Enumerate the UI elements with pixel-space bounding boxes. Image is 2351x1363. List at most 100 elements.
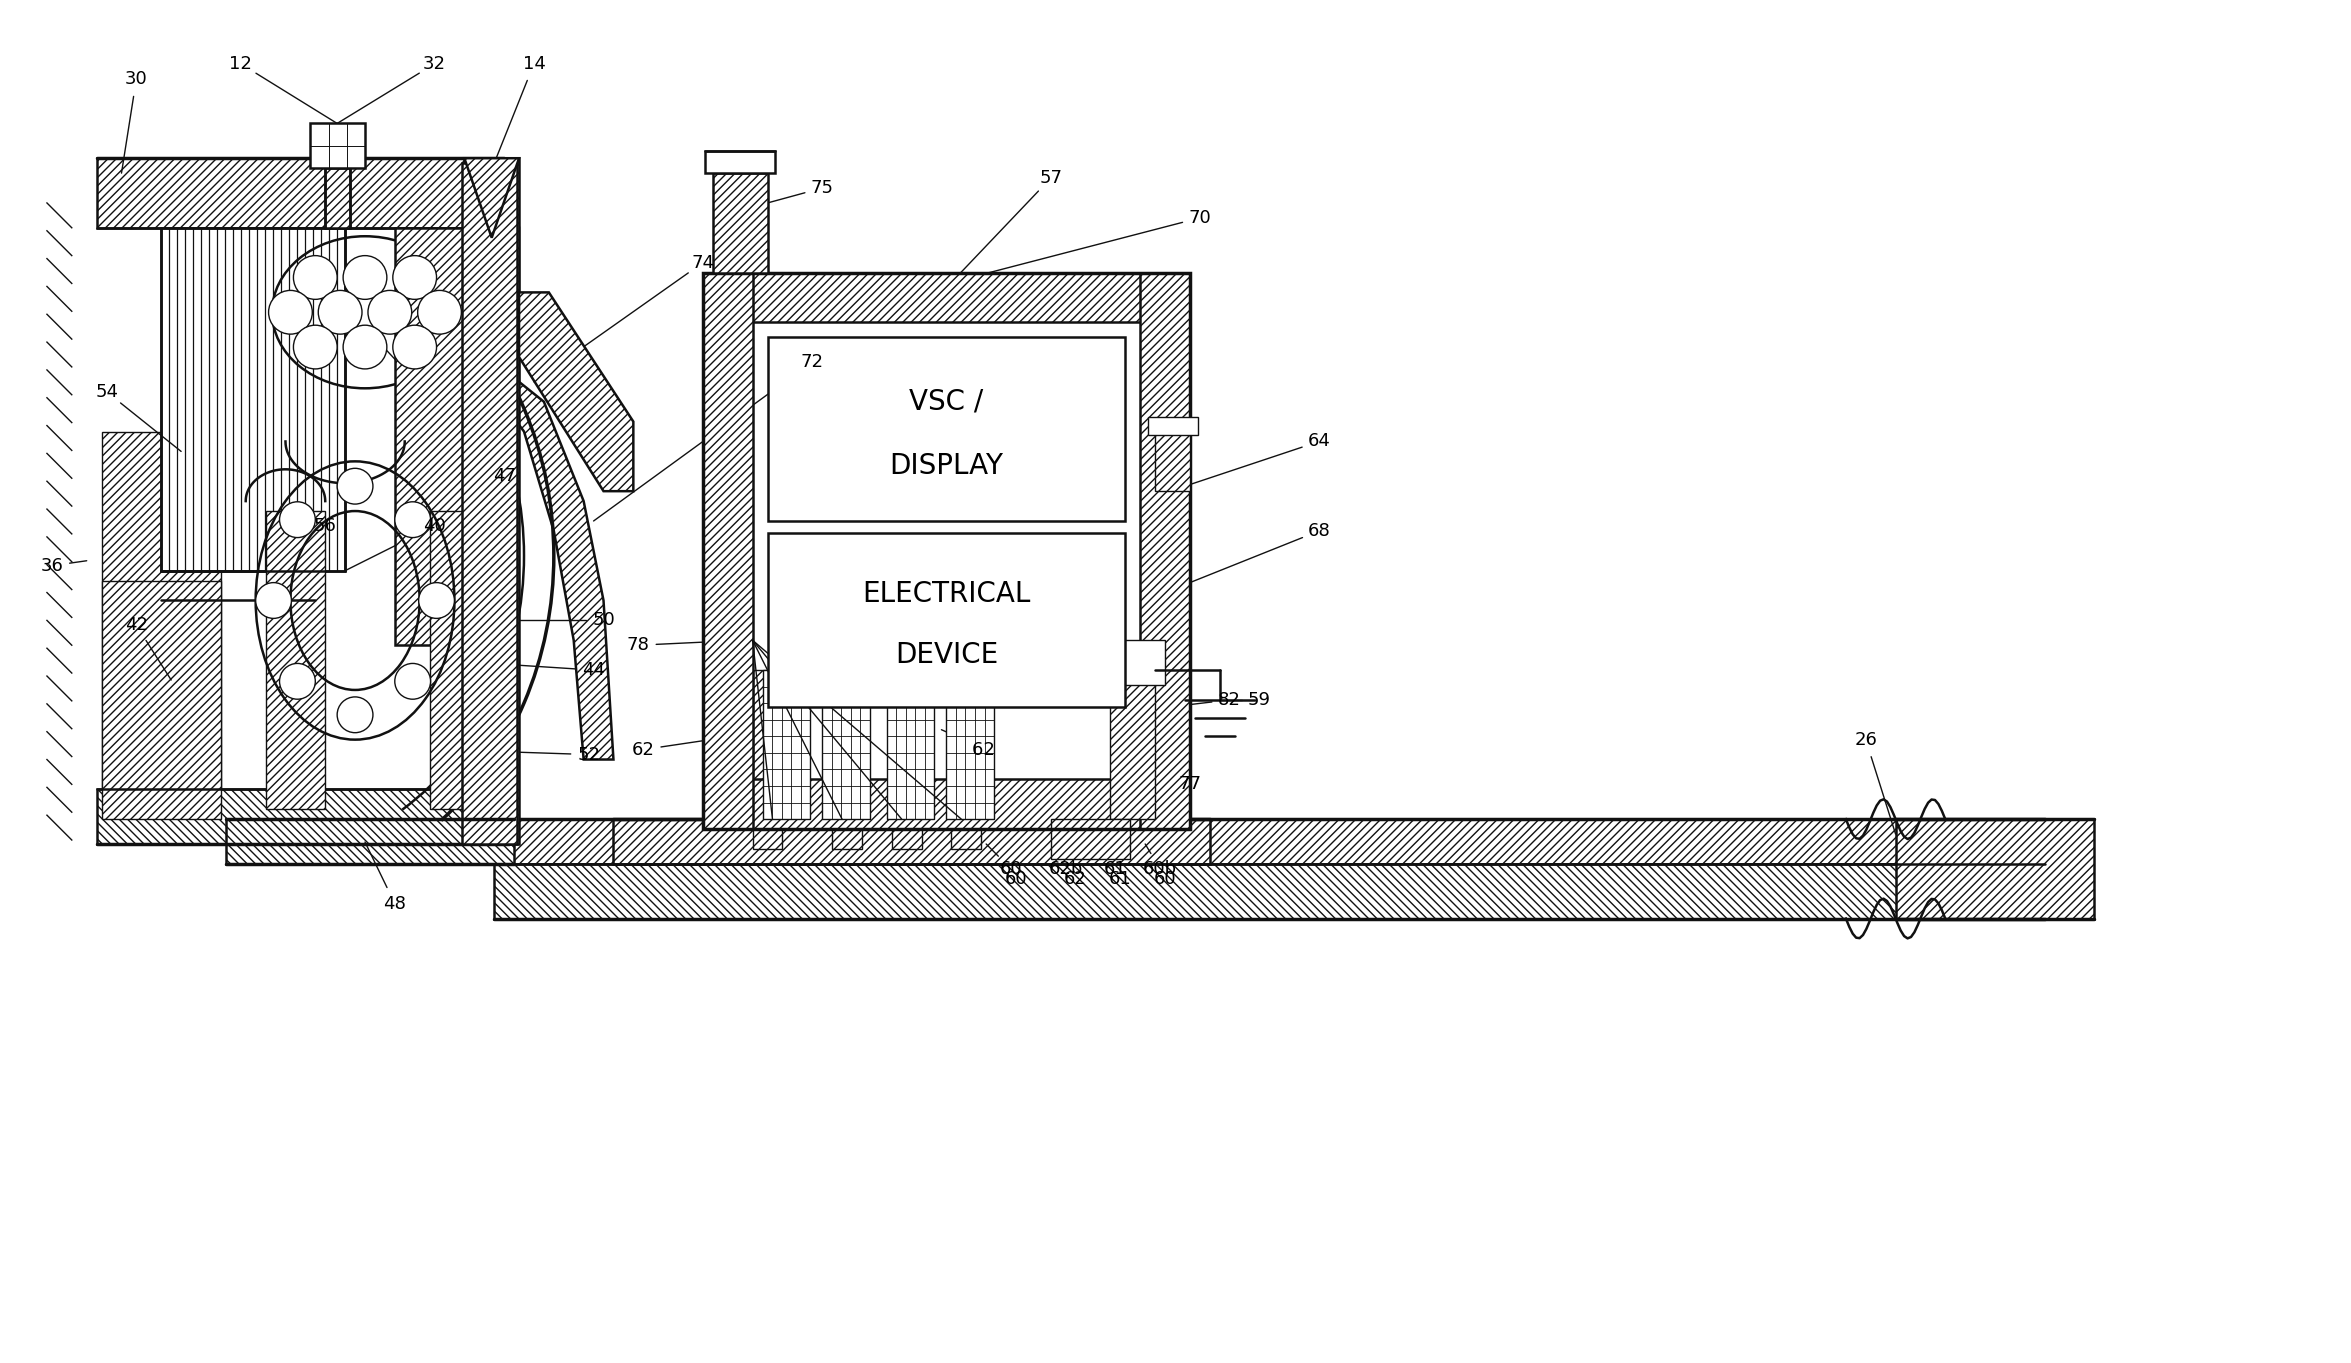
- Text: 42: 42: [125, 616, 148, 634]
- Text: 36: 36: [40, 556, 63, 575]
- Circle shape: [336, 696, 374, 733]
- Bar: [832, 671, 863, 849]
- Bar: [703, 780, 1190, 829]
- Text: 60: 60: [1004, 870, 1027, 887]
- Bar: [1100, 641, 1166, 686]
- Text: 50: 50: [592, 612, 616, 630]
- Text: 12: 12: [230, 55, 252, 72]
- Bar: [614, 819, 1211, 864]
- Text: 44: 44: [583, 661, 604, 679]
- Bar: [1154, 432, 1190, 491]
- Bar: [1140, 273, 1190, 829]
- Bar: [430, 511, 494, 810]
- Text: 60b: 60b: [1143, 860, 1178, 878]
- Circle shape: [343, 326, 388, 369]
- Text: 68: 68: [1307, 522, 1331, 540]
- Text: 75: 75: [811, 179, 835, 198]
- Text: 62: 62: [1065, 870, 1086, 887]
- Text: ELECTRICAL: ELECTRICAL: [863, 579, 1030, 608]
- Circle shape: [256, 582, 292, 619]
- Polygon shape: [520, 293, 632, 491]
- Text: 32: 32: [423, 55, 447, 72]
- Text: 61: 61: [1110, 870, 1131, 887]
- Text: 70: 70: [1190, 209, 1211, 226]
- Polygon shape: [465, 158, 520, 237]
- Text: 62: 62: [632, 740, 654, 759]
- Bar: [1895, 819, 2095, 919]
- Circle shape: [280, 502, 315, 537]
- Bar: [494, 819, 2045, 864]
- Circle shape: [294, 326, 336, 369]
- Bar: [463, 164, 517, 844]
- Bar: [712, 173, 766, 273]
- Circle shape: [317, 290, 362, 334]
- Bar: [465, 158, 520, 844]
- Bar: [96, 158, 503, 228]
- Text: 59: 59: [1248, 691, 1272, 709]
- Circle shape: [395, 664, 430, 699]
- Text: 14: 14: [522, 55, 545, 72]
- Circle shape: [369, 290, 411, 334]
- Circle shape: [280, 664, 315, 699]
- Text: 77: 77: [1178, 776, 1201, 793]
- Text: 57: 57: [1039, 169, 1063, 187]
- Text: 47: 47: [494, 468, 515, 485]
- Bar: [886, 671, 933, 819]
- Bar: [494, 864, 2045, 919]
- Text: 78: 78: [628, 637, 649, 654]
- Text: DEVICE: DEVICE: [896, 641, 999, 669]
- Circle shape: [395, 502, 430, 537]
- Text: 56: 56: [313, 517, 336, 534]
- Text: 62: 62: [971, 740, 1002, 759]
- Bar: [1051, 819, 1131, 859]
- Bar: [752, 671, 783, 849]
- Text: 60: 60: [999, 860, 1023, 878]
- Text: 54: 54: [94, 383, 118, 401]
- Text: 26: 26: [1855, 731, 1876, 748]
- Circle shape: [418, 290, 461, 334]
- Bar: [766, 533, 1126, 707]
- Text: DISPLAY: DISPLAY: [889, 451, 1004, 480]
- Polygon shape: [494, 228, 614, 759]
- Polygon shape: [101, 581, 221, 819]
- Bar: [226, 819, 515, 864]
- Bar: [952, 671, 980, 849]
- Bar: [891, 671, 922, 849]
- Bar: [162, 228, 346, 571]
- Text: 60: 60: [1154, 870, 1176, 887]
- Text: VSC /: VSC /: [910, 387, 983, 416]
- Text: 82: 82: [1218, 691, 1241, 709]
- Bar: [766, 337, 1126, 521]
- Text: 52: 52: [576, 746, 600, 763]
- Polygon shape: [101, 432, 221, 819]
- Bar: [703, 273, 1190, 829]
- Bar: [947, 671, 994, 819]
- Bar: [1147, 417, 1199, 435]
- Bar: [703, 273, 752, 829]
- Bar: [1110, 680, 1154, 819]
- Circle shape: [393, 326, 437, 369]
- Text: 74: 74: [691, 254, 715, 271]
- Bar: [762, 671, 811, 819]
- Bar: [96, 789, 510, 844]
- Bar: [324, 168, 350, 228]
- Bar: [395, 228, 470, 645]
- Text: 62b: 62b: [1049, 860, 1084, 878]
- Bar: [705, 151, 776, 173]
- Bar: [703, 273, 1190, 322]
- Text: 72: 72: [802, 353, 823, 371]
- Bar: [266, 511, 324, 810]
- Circle shape: [343, 256, 388, 300]
- Circle shape: [418, 582, 454, 619]
- Circle shape: [393, 256, 437, 300]
- Bar: [823, 671, 870, 819]
- Circle shape: [294, 256, 336, 300]
- Circle shape: [336, 469, 374, 504]
- Text: 48: 48: [383, 894, 407, 913]
- Bar: [310, 124, 364, 168]
- Text: 61: 61: [1105, 860, 1126, 878]
- Text: 30: 30: [125, 70, 148, 87]
- Text: 64: 64: [1307, 432, 1331, 451]
- Text: 40: 40: [423, 517, 447, 534]
- Circle shape: [268, 290, 313, 334]
